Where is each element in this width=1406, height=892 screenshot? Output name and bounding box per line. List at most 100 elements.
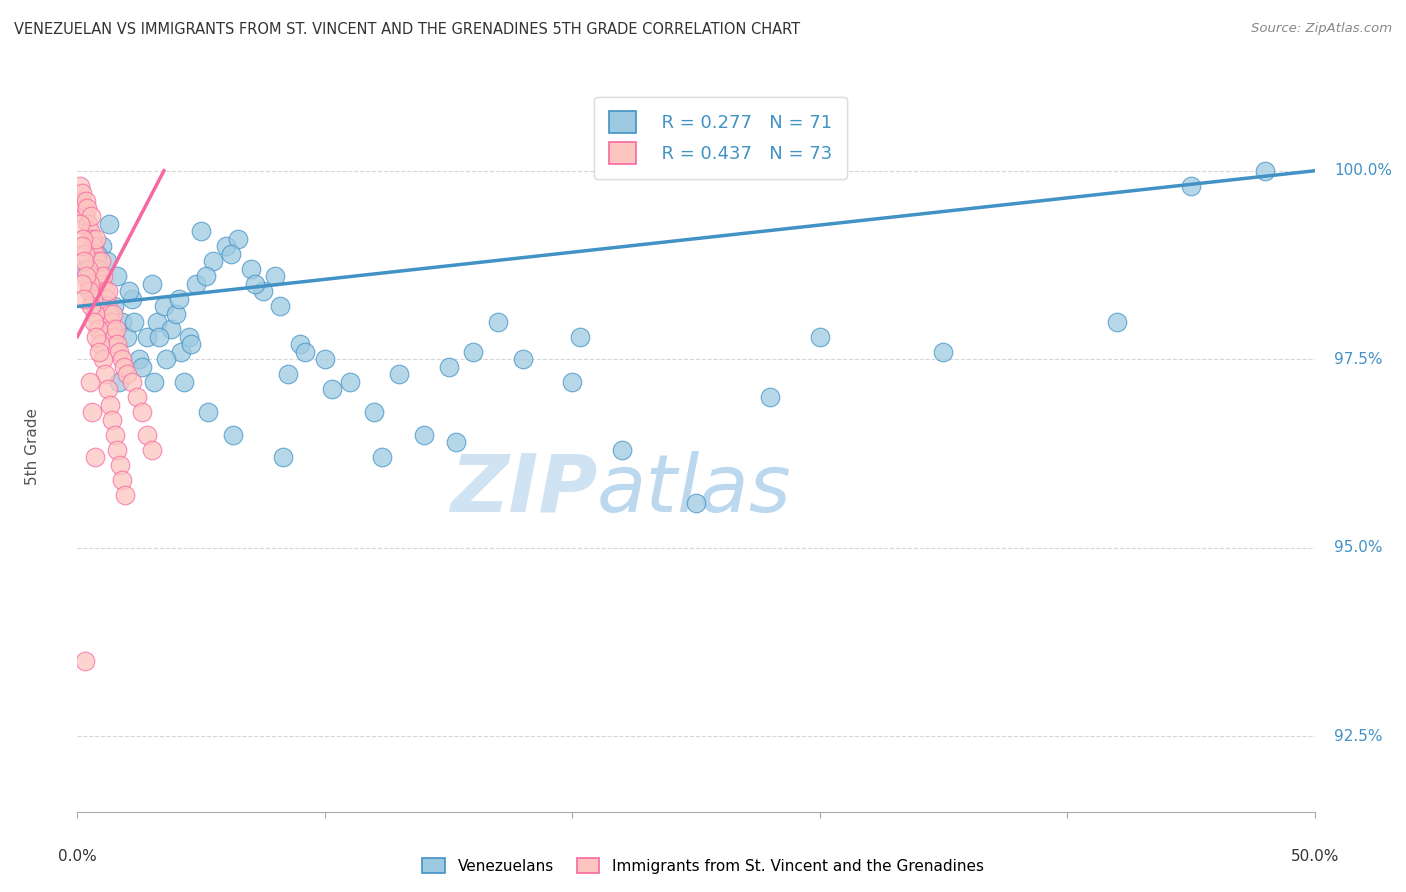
- Point: [100, 315, 122, 329]
- Point: [160, 322, 183, 336]
- Point: [180, 337, 202, 351]
- Point: [277, 368, 299, 382]
- Point: [97, 285, 120, 299]
- Point: [79, 277, 101, 291]
- Point: [121, 292, 143, 306]
- Point: [72, 186, 94, 201]
- Point: [115, 368, 138, 382]
- Point: [96, 300, 118, 314]
- Point: [73, 292, 96, 306]
- Point: [314, 352, 336, 367]
- Point: [561, 375, 583, 389]
- Point: [76, 202, 98, 216]
- Point: [184, 277, 207, 291]
- Point: [239, 261, 262, 276]
- Point: [219, 246, 242, 260]
- Point: [91, 269, 114, 284]
- Text: 92.5%: 92.5%: [1334, 729, 1384, 744]
- Point: [77, 285, 100, 299]
- Point: [72, 232, 94, 246]
- Point: [135, 329, 157, 343]
- Point: [89, 269, 111, 284]
- Text: 50.0%: 50.0%: [1291, 849, 1339, 864]
- Point: [111, 315, 134, 329]
- Point: [76, 269, 98, 284]
- Point: [245, 277, 267, 291]
- Point: [73, 209, 96, 223]
- Point: [463, 344, 485, 359]
- Point: [167, 292, 190, 306]
- Point: [87, 261, 110, 276]
- Point: [69, 217, 91, 231]
- Point: [84, 232, 107, 246]
- Point: [165, 307, 187, 321]
- Text: 97.5%: 97.5%: [1334, 351, 1384, 367]
- Point: [155, 352, 177, 367]
- Point: [932, 344, 955, 359]
- Point: [76, 261, 98, 276]
- Point: [107, 442, 129, 457]
- Point: [82, 285, 104, 299]
- Point: [79, 277, 101, 291]
- Point: [222, 427, 245, 442]
- Point: [177, 329, 200, 343]
- Point: [73, 261, 96, 276]
- Point: [108, 344, 131, 359]
- Point: [80, 300, 103, 314]
- Point: [90, 254, 112, 268]
- Point: [115, 329, 138, 343]
- Point: [91, 239, 114, 253]
- Text: atlas: atlas: [598, 450, 792, 529]
- Point: [486, 315, 509, 329]
- Point: [145, 315, 167, 329]
- Point: [264, 269, 287, 284]
- Point: [69, 178, 91, 193]
- Point: [82, 232, 104, 246]
- Point: [128, 352, 150, 367]
- Point: [288, 337, 311, 351]
- Point: [73, 254, 96, 268]
- Point: [70, 277, 93, 291]
- Point: [1254, 163, 1277, 178]
- Point: [271, 450, 294, 465]
- Point: [370, 450, 392, 465]
- Point: [444, 435, 467, 450]
- Point: [104, 427, 127, 442]
- Point: [79, 375, 101, 389]
- Point: [141, 277, 163, 291]
- Point: [87, 344, 110, 359]
- Point: [101, 322, 124, 336]
- Point: [121, 375, 143, 389]
- Point: [93, 285, 115, 299]
- Point: [70, 194, 93, 208]
- Point: [135, 427, 157, 442]
- Point: [86, 246, 108, 260]
- Point: [197, 405, 219, 419]
- Point: [104, 322, 127, 336]
- Text: 0.0%: 0.0%: [58, 849, 97, 864]
- Point: [82, 292, 104, 306]
- Point: [82, 405, 104, 419]
- Point: [321, 383, 343, 397]
- Point: [98, 307, 121, 321]
- Point: [412, 427, 434, 442]
- Point: [363, 405, 385, 419]
- Point: [269, 300, 291, 314]
- Point: [96, 254, 118, 268]
- Point: [512, 352, 534, 367]
- Point: [91, 277, 114, 291]
- Point: [96, 383, 118, 397]
- Point: [131, 359, 153, 374]
- Point: [79, 224, 101, 238]
- Point: [153, 300, 176, 314]
- Point: [98, 217, 121, 231]
- Text: 100.0%: 100.0%: [1334, 163, 1392, 178]
- Point: [89, 337, 111, 351]
- Point: [101, 412, 124, 426]
- Point: [108, 375, 131, 389]
- Point: [82, 239, 104, 253]
- Point: [112, 359, 135, 374]
- Point: [339, 375, 361, 389]
- Point: [1105, 315, 1128, 329]
- Point: [105, 269, 128, 284]
